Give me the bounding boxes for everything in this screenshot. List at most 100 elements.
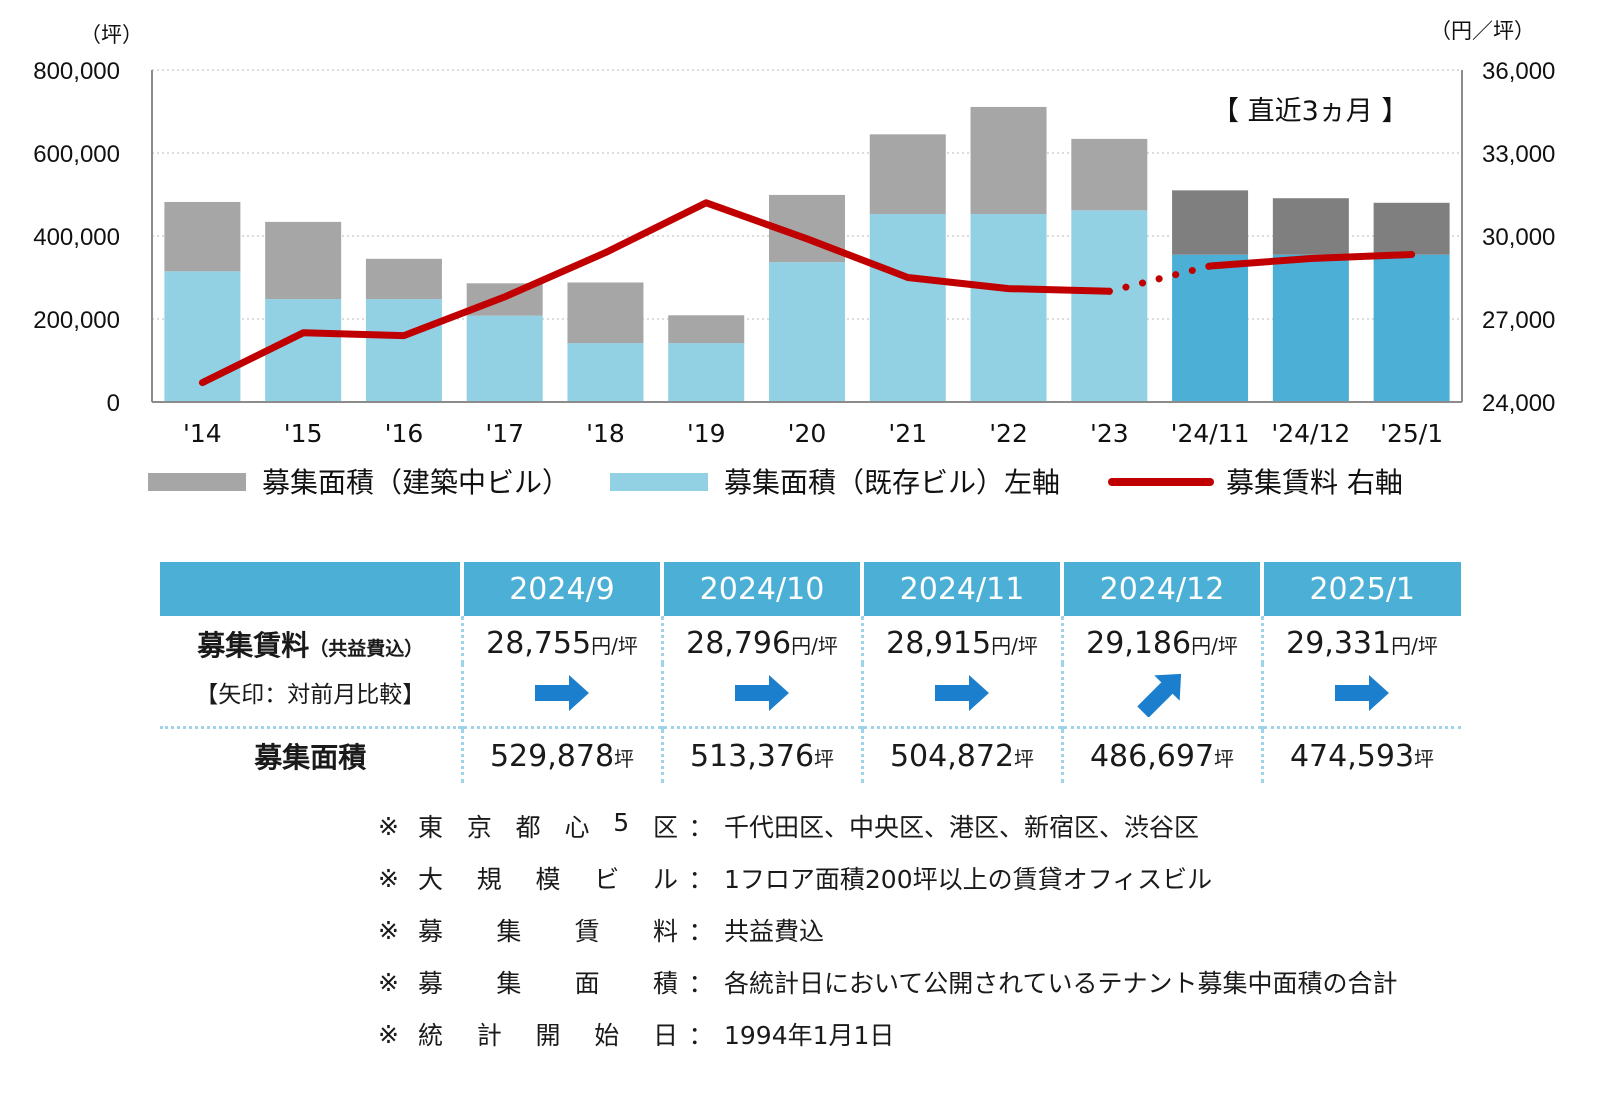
x-category-label: '18: [586, 419, 625, 448]
legend-label-rent: 募集賃料 右軸: [1226, 466, 1403, 499]
bar-construction: [365, 258, 442, 300]
y-right-tick-label: 27,000: [1482, 307, 1555, 334]
x-category-label: '14: [183, 419, 222, 448]
rent-unit: 円/坪: [991, 633, 1038, 658]
note-key-char: 集: [496, 917, 522, 946]
header-month: 2024/12: [1060, 562, 1262, 616]
note-key-char: 模: [535, 865, 561, 894]
legend-swatch-construction: [148, 473, 246, 491]
note-key-char: 東: [418, 813, 444, 842]
area-value: 486,697: [1089, 738, 1215, 774]
trend-arrow-icon: [535, 675, 589, 711]
bar-existing: [466, 315, 543, 402]
y-right-tick-label: 30,000: [1482, 224, 1555, 251]
area-unit: 坪: [614, 746, 635, 771]
rent-value: 29,186: [1086, 625, 1192, 661]
arrow-row: 【矢印：対前月比較】: [160, 664, 1461, 728]
footnote: ※ 募 集 賃 料 ： 共益費込: [378, 904, 1398, 956]
arrow-right-shape: [1335, 675, 1389, 711]
bar-existing: [668, 343, 745, 402]
legend-label-construction: 募集面積（建築中ビル）: [262, 466, 570, 499]
trend-arrow-cell: [460, 664, 662, 728]
footnote: ※ 統 計 開 始 日 ： 1994年1月1日: [378, 1008, 1398, 1060]
area-label: 募集面積: [160, 726, 462, 783]
trend-arrow-icon: [1137, 673, 1182, 718]
note-value: 1フロア面積200坪以上の賃貸オフィスビル: [724, 865, 1213, 894]
note-key-char: 募: [418, 969, 444, 998]
rent-value: 29,331: [1286, 625, 1392, 661]
x-category-label: '25/1: [1380, 419, 1443, 448]
bar-existing: [769, 262, 845, 402]
rent-value-cell: 28,755円/坪: [460, 616, 662, 664]
note-key-char: 5: [613, 808, 630, 837]
area-unit: 坪: [1214, 746, 1235, 771]
note-value: 1994年1月1日: [724, 1021, 895, 1050]
y-right-unit-label: （円／坪）: [1430, 19, 1535, 43]
note-colon: ：: [688, 1021, 714, 1050]
rent-value-cell: 28,796円/坪: [660, 616, 862, 664]
footnote: ※ 大 規 模 ビ ル ： 1フロア面積200坪以上の賃貸オフィスビル: [378, 852, 1398, 904]
note-key-char: 大: [418, 865, 444, 894]
bar-construction: [970, 106, 1047, 215]
y-right-tick-label: 24,000: [1482, 390, 1555, 417]
header-month: 2024/10: [660, 562, 862, 616]
x-category-label: '21: [888, 419, 927, 448]
rent-value: 28,755: [486, 625, 592, 661]
trend-arrow-cell: [1260, 664, 1461, 728]
table-header-row: 2024/9 2024/10 2024/11 2024/12 2025/1: [160, 562, 1461, 616]
area-unit: 坪: [1414, 746, 1435, 771]
x-category-label: '23: [1090, 419, 1129, 448]
y-left-tick-label: 0: [107, 390, 120, 417]
note-value: 各統計日において公開されているテナント募集中面積の合計: [724, 969, 1398, 998]
bar-construction: [1373, 202, 1450, 255]
y-right-tick-label: 36,000: [1482, 58, 1555, 85]
note-key-char: 面: [574, 969, 600, 998]
note-key-char: 統: [418, 1021, 444, 1050]
x-category-label: '20: [788, 419, 827, 448]
arrow-right-shape: [735, 675, 789, 711]
x-category-label: '24/11: [1171, 419, 1250, 448]
rent-row: 募集賃料（共益費込） 28,755円/坪 28,796円/坪 28,915円/坪…: [160, 616, 1461, 664]
bar-construction: [1172, 190, 1249, 255]
rent-value-cell: 29,331円/坪: [1260, 616, 1461, 664]
trend-arrow-icon: [1335, 675, 1389, 711]
bar-existing: [970, 214, 1047, 402]
note-key-char: 規: [476, 865, 502, 894]
header-month: 2024/9: [460, 562, 662, 616]
rent-unit: 円/坪: [591, 633, 638, 658]
note-mark: ※: [378, 915, 399, 945]
x-category-label: '15: [284, 419, 323, 448]
note-key-char: 開: [535, 1021, 561, 1050]
bar-existing: [1071, 210, 1148, 402]
note-key-char: 集: [496, 969, 522, 998]
trend-arrow-cell: [1060, 664, 1262, 728]
bar-construction: [869, 134, 946, 215]
rent-label: 募集賃料（共益費込）: [160, 616, 462, 664]
bar-existing: [1272, 254, 1349, 402]
header-month: 2025/1: [1260, 562, 1461, 616]
legend-label-existing: 募集面積（既存ビル）左軸: [724, 466, 1060, 499]
rent-value-cell: 28,915円/坪: [860, 616, 1062, 664]
legend-swatch-existing: [610, 473, 708, 491]
bar-existing: [1373, 254, 1450, 402]
note-key-char: 募: [418, 917, 444, 946]
y-left-unit-label: （坪）: [80, 23, 143, 47]
area-value: 513,376: [689, 738, 815, 774]
rent-label-main: 募集賃料: [197, 629, 310, 662]
rent-value: 28,915: [886, 625, 992, 661]
note-key-char: 始: [594, 1021, 620, 1050]
bars: [164, 106, 1450, 402]
footnote: ※ 募 集 面 積 ： 各統計日において公開されているテナント募集中面積の合計: [378, 956, 1398, 1008]
bar-construction: [265, 221, 342, 300]
trend-arrow-icon: [735, 675, 789, 711]
arrow-right-shape: [535, 675, 589, 711]
recent-3-months-annotation: 【 直近3ヵ月 】: [1212, 96, 1408, 127]
note-colon: ：: [688, 813, 714, 842]
note-mark: ※: [378, 967, 399, 997]
area-value: 529,878: [489, 738, 615, 774]
trend-arrow-cell: [860, 664, 1062, 728]
arrow-right-shape: [935, 675, 989, 711]
